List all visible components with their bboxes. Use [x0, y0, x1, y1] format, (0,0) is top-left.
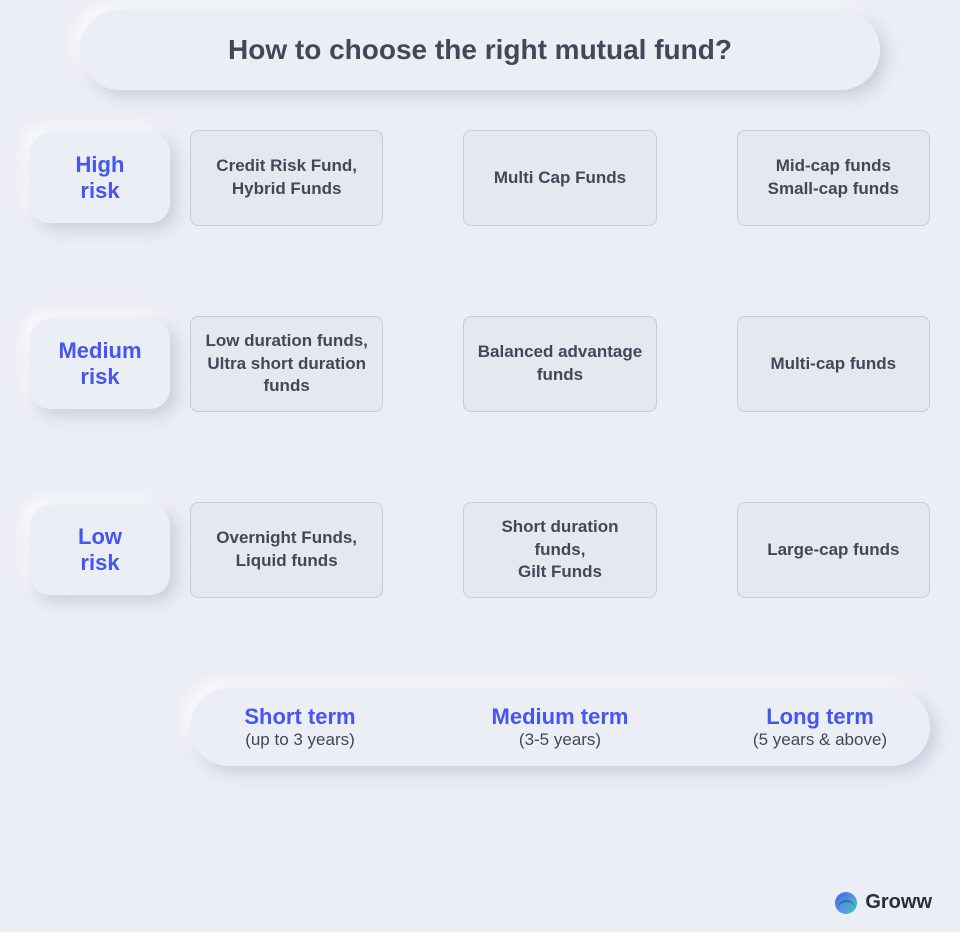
risk-label-low: Low risk	[30, 505, 170, 595]
cells-low: Overnight Funds, Liquid funds Short dura…	[190, 502, 930, 598]
risk-label-medium: Medium risk	[30, 319, 170, 409]
horizon-short: Short term (up to 3 years)	[210, 704, 390, 750]
cell-medium-long: Multi-cap funds	[737, 316, 930, 412]
brand-badge: Groww	[835, 891, 932, 914]
cell-high-medium: Multi Cap Funds	[463, 130, 656, 226]
row-low-risk: Low risk Overnight Funds, Liquid funds S…	[30, 502, 930, 598]
cell-medium-short: Low duration funds, Ultra short duration…	[190, 316, 383, 412]
horizon-long-label: Long term	[730, 704, 910, 730]
groww-logo-icon	[835, 892, 857, 914]
horizon-medium: Medium term (3-5 years)	[470, 704, 650, 750]
cell-low-long: Large-cap funds	[737, 502, 930, 598]
brand-name: Groww	[865, 891, 932, 914]
horizon-long-sub: (5 years & above)	[730, 730, 910, 750]
row-medium-risk: Medium risk Low duration funds, Ultra sh…	[30, 316, 930, 412]
horizon-long: Long term (5 years & above)	[730, 704, 910, 750]
risk-label-high: High risk	[30, 133, 170, 223]
row-high-risk: High risk Credit Risk Fund, Hybrid Funds…	[30, 130, 930, 226]
horizon-medium-label: Medium term	[470, 704, 650, 730]
title-bar: How to choose the right mutual fund?	[80, 10, 880, 90]
cells-high: Credit Risk Fund, Hybrid Funds Multi Cap…	[190, 130, 930, 226]
horizon-medium-sub: (3-5 years)	[470, 730, 650, 750]
cells-medium: Low duration funds, Ultra short duration…	[190, 316, 930, 412]
infographic-container: How to choose the right mutual fund? Hig…	[0, 0, 960, 932]
cell-high-short: Credit Risk Fund, Hybrid Funds	[190, 130, 383, 226]
cell-low-medium: Short duration funds, Gilt Funds	[463, 502, 656, 598]
matrix-grid: High risk Credit Risk Fund, Hybrid Funds…	[20, 130, 940, 912]
horizon-short-sub: (up to 3 years)	[210, 730, 390, 750]
cell-medium-medium: Balanced advantage funds	[463, 316, 656, 412]
horizon-short-label: Short term	[210, 704, 390, 730]
cell-low-short: Overnight Funds, Liquid funds	[190, 502, 383, 598]
time-horizon-bar: Short term (up to 3 years) Medium term (…	[190, 688, 930, 766]
page-title: How to choose the right mutual fund?	[228, 34, 732, 65]
cell-high-long: Mid-cap funds Small-cap funds	[737, 130, 930, 226]
